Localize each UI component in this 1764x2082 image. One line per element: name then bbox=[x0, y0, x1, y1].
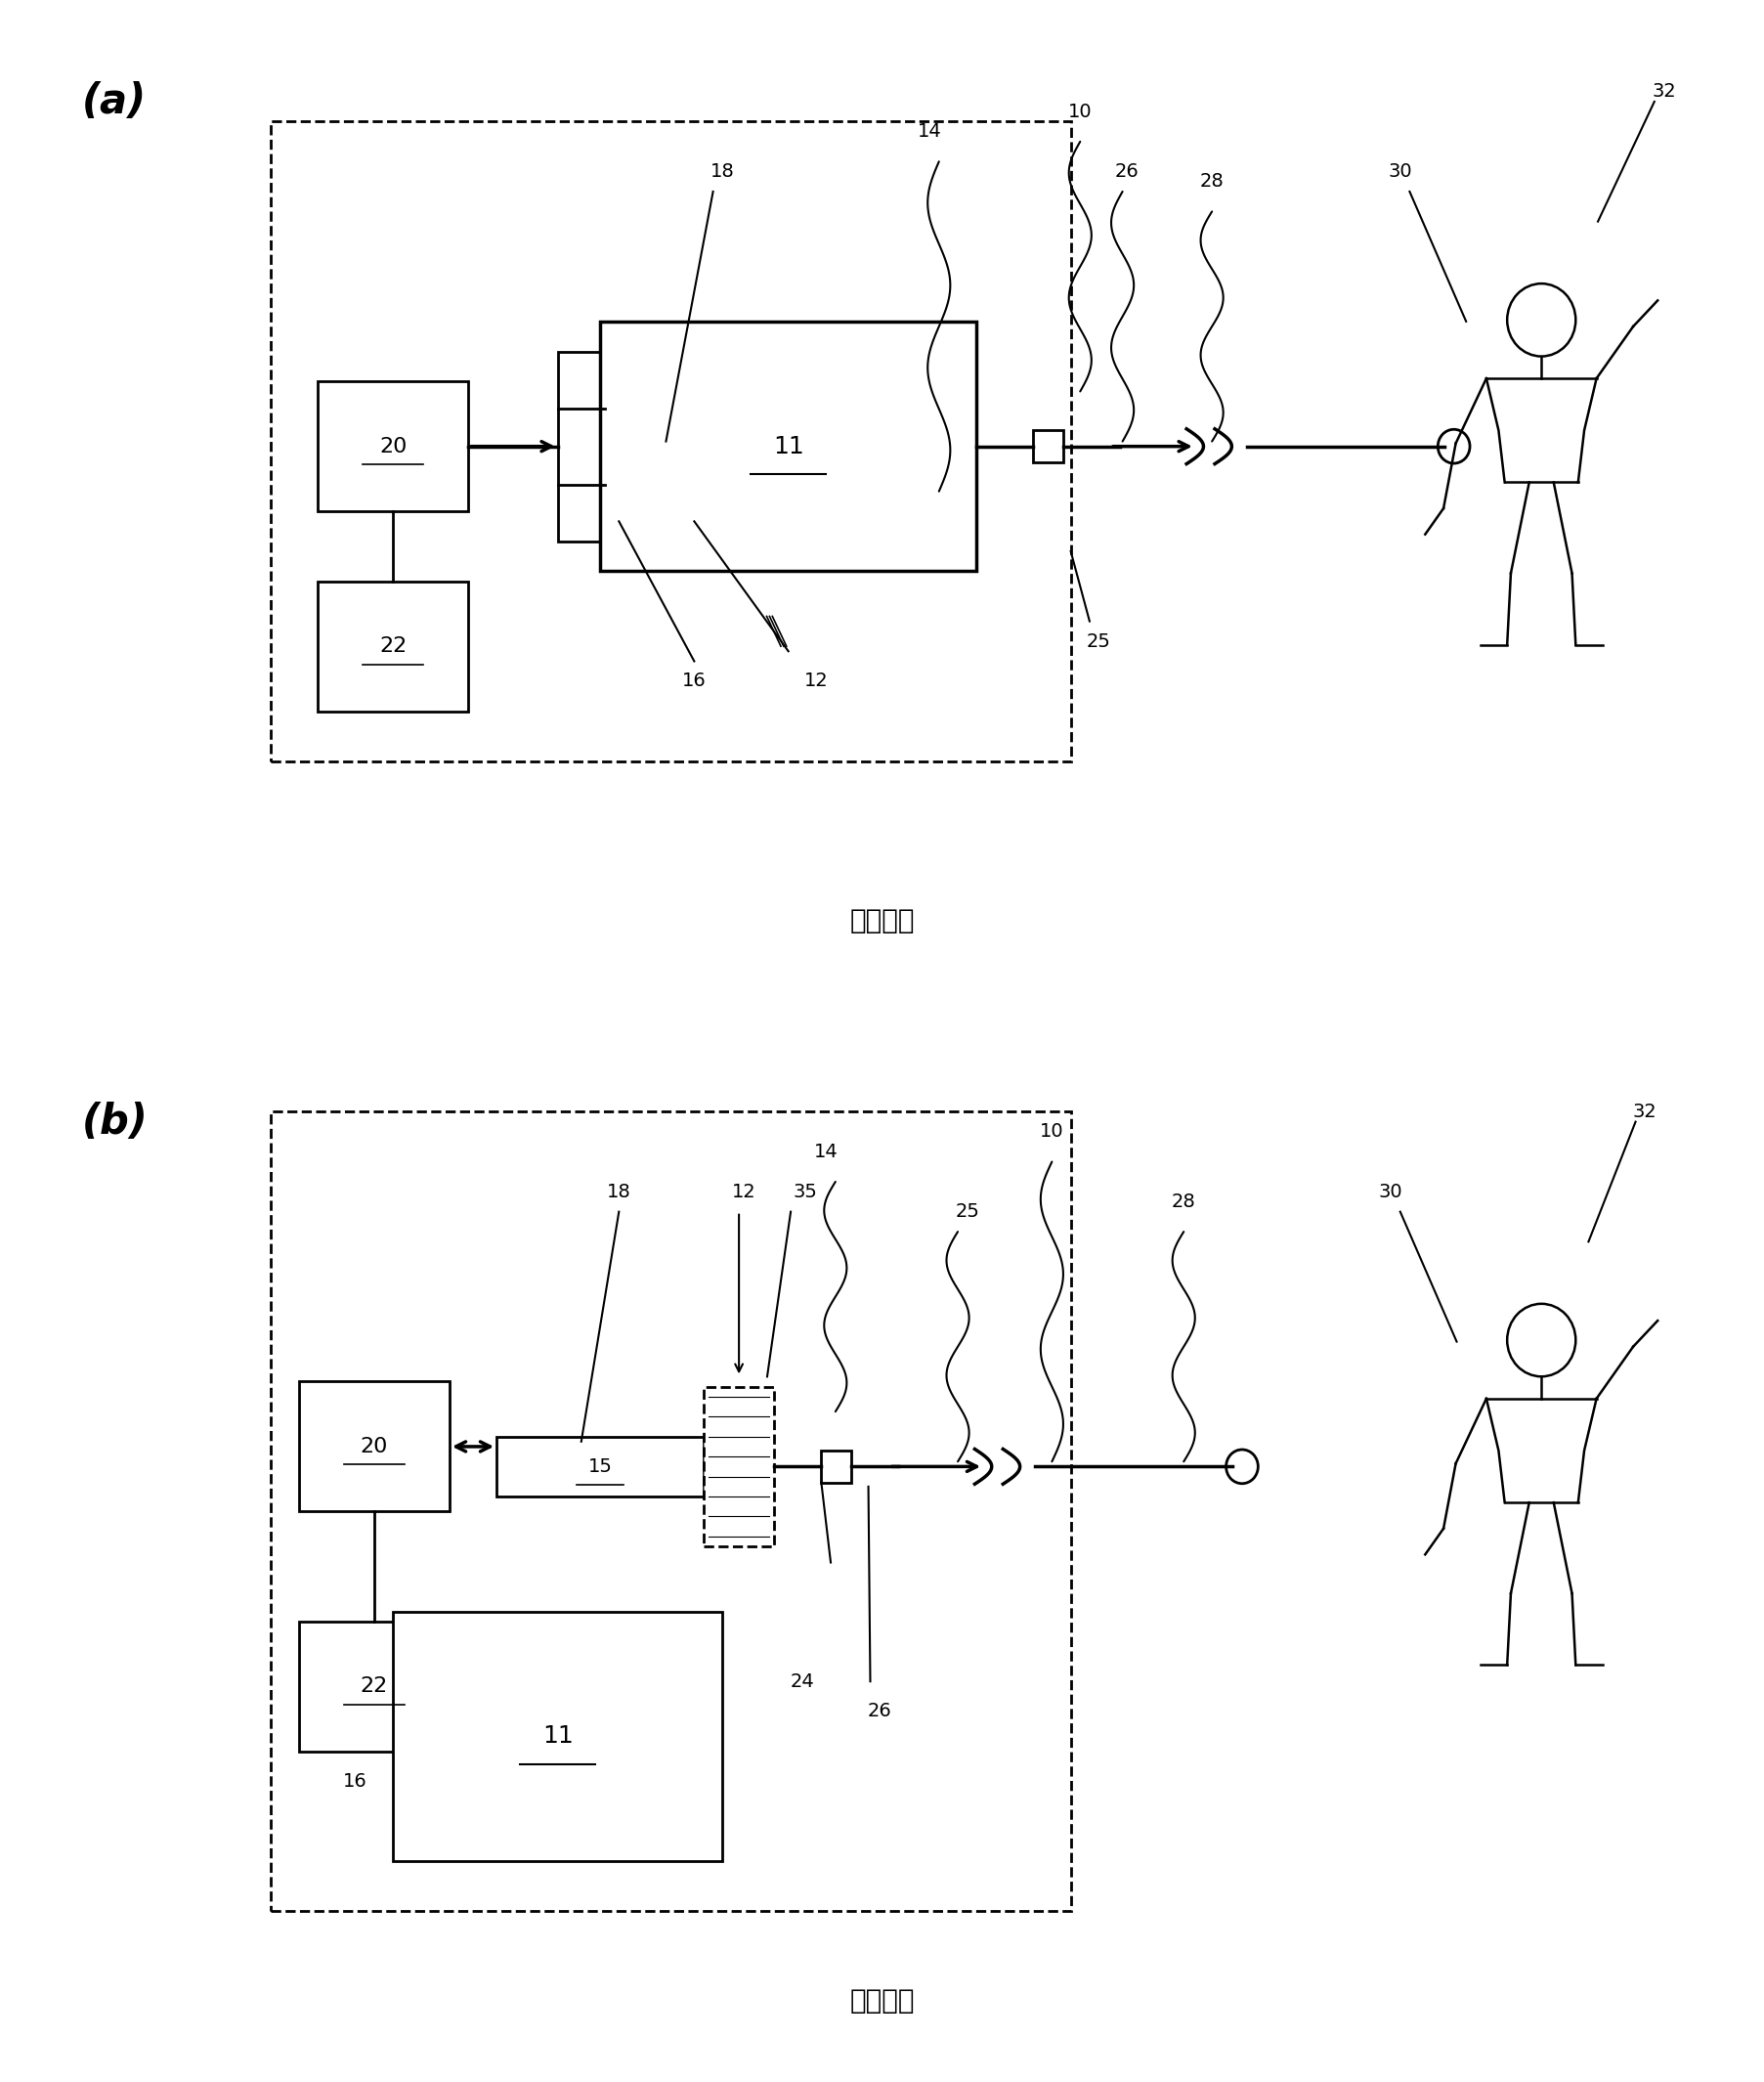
Text: (b): (b) bbox=[83, 1101, 148, 1143]
Bar bbox=[270, 1112, 1071, 1911]
Text: 11: 11 bbox=[542, 1724, 573, 1749]
Text: 10: 10 bbox=[1067, 102, 1092, 121]
Text: 15: 15 bbox=[587, 1457, 612, 1476]
Text: 28: 28 bbox=[1200, 173, 1224, 192]
Bar bbox=[393, 1611, 721, 1861]
Bar bbox=[318, 381, 467, 512]
Bar bbox=[298, 1382, 450, 1512]
Text: 32: 32 bbox=[1651, 83, 1676, 100]
Text: 现有技术: 现有技术 bbox=[850, 1988, 914, 2015]
Bar bbox=[298, 1622, 450, 1751]
Bar bbox=[318, 581, 467, 712]
Text: 32: 32 bbox=[1632, 1103, 1656, 1120]
Text: 14: 14 bbox=[917, 123, 942, 142]
Bar bbox=[820, 1451, 850, 1482]
Text: 22: 22 bbox=[379, 637, 406, 656]
Text: 20: 20 bbox=[360, 1437, 388, 1455]
Text: 30: 30 bbox=[1378, 1183, 1402, 1201]
Text: 25: 25 bbox=[954, 1203, 979, 1220]
Bar bbox=[600, 321, 975, 570]
Text: 28: 28 bbox=[1171, 1193, 1196, 1212]
Text: 30: 30 bbox=[1388, 162, 1411, 181]
Bar bbox=[496, 1437, 704, 1497]
Text: 11: 11 bbox=[773, 435, 803, 458]
Text: 14: 14 bbox=[813, 1143, 838, 1162]
Text: 12: 12 bbox=[804, 672, 829, 691]
Text: 16: 16 bbox=[342, 1772, 367, 1791]
Text: 35: 35 bbox=[792, 1183, 817, 1201]
Text: 18: 18 bbox=[709, 162, 734, 181]
Text: 26: 26 bbox=[1115, 162, 1140, 181]
Bar bbox=[1032, 431, 1062, 462]
Text: 26: 26 bbox=[868, 1703, 891, 1720]
Text: 24: 24 bbox=[790, 1672, 815, 1691]
Text: 25: 25 bbox=[1087, 633, 1111, 650]
Bar bbox=[270, 121, 1071, 762]
Text: 22: 22 bbox=[360, 1676, 388, 1697]
Text: (a): (a) bbox=[83, 81, 146, 123]
Text: 现有技术: 现有技术 bbox=[850, 908, 914, 935]
Text: 20: 20 bbox=[379, 437, 407, 456]
Text: 18: 18 bbox=[607, 1183, 632, 1201]
Bar bbox=[557, 352, 605, 541]
Bar bbox=[704, 1387, 774, 1547]
Text: 10: 10 bbox=[1039, 1122, 1064, 1141]
Text: 12: 12 bbox=[730, 1183, 755, 1201]
Text: 16: 16 bbox=[681, 672, 706, 691]
